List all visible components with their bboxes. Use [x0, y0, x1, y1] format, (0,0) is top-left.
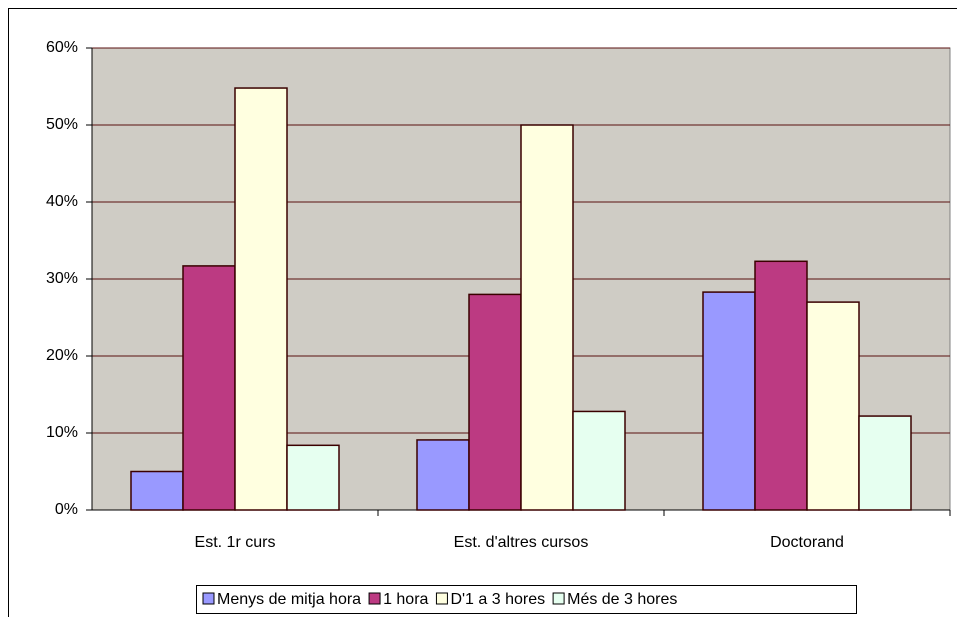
bar: [234, 87, 288, 511]
bar: [130, 470, 184, 511]
bar: [806, 301, 860, 511]
legend-swatch: [202, 592, 215, 605]
bar: [520, 124, 574, 511]
legend-label: 1 hora: [383, 591, 428, 608]
legend-label: D'1 a 3 hores: [450, 591, 545, 608]
y-tick-label: 30%: [46, 270, 78, 287]
legend-box: [196, 585, 857, 614]
bar: [286, 444, 340, 511]
y-tick-label: 20%: [46, 347, 78, 364]
y-tick-label: 40%: [46, 193, 78, 210]
bar: [182, 265, 236, 511]
legend-label: Més de 3 hores: [567, 591, 677, 608]
bar: [754, 260, 808, 511]
bar: [416, 439, 470, 511]
y-tick-label: 10%: [46, 424, 78, 441]
legend-label: Menys de mitja hora: [217, 591, 361, 608]
bar: [702, 291, 756, 511]
y-tick-label: 0%: [55, 501, 78, 518]
y-tick-label: 50%: [46, 116, 78, 133]
x-tick-label: Est. 1r curs: [195, 534, 276, 551]
bar: [572, 410, 626, 511]
legend-swatch: [368, 592, 381, 605]
bar: [858, 415, 912, 511]
legend-swatch: [435, 592, 448, 605]
legend-swatch: [552, 592, 565, 605]
y-tick-label: 60%: [46, 39, 78, 56]
bar: [468, 293, 522, 511]
x-tick-label: Doctorand: [770, 534, 844, 551]
x-tick-label: Est. d'altres cursos: [454, 534, 589, 551]
